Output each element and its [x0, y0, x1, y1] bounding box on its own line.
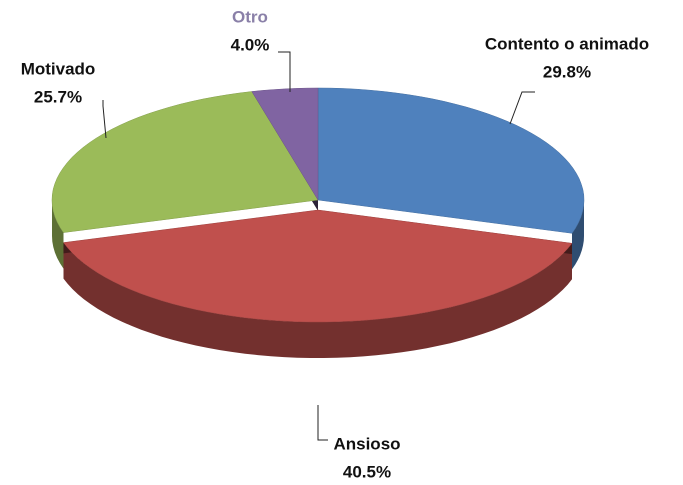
slice — [251, 87, 319, 201]
category-label: Ansioso — [333, 434, 400, 453]
leader-line — [102, 100, 107, 139]
slice — [317, 87, 585, 234]
slice-side — [63, 242, 572, 358]
value-label: 25.7% — [34, 87, 82, 106]
value-label: 29.8% — [543, 62, 591, 81]
leader-line — [278, 51, 291, 92]
leader-line — [317, 405, 328, 441]
value-label: 40.5% — [343, 462, 391, 481]
category-label: Contento o animado — [485, 34, 649, 53]
value-label: 4.0% — [231, 35, 270, 54]
category-label: Otro — [232, 7, 268, 26]
slice — [63, 209, 573, 323]
leader-line — [509, 91, 535, 125]
slice — [51, 91, 319, 233]
category-label: Motivado — [21, 59, 96, 78]
